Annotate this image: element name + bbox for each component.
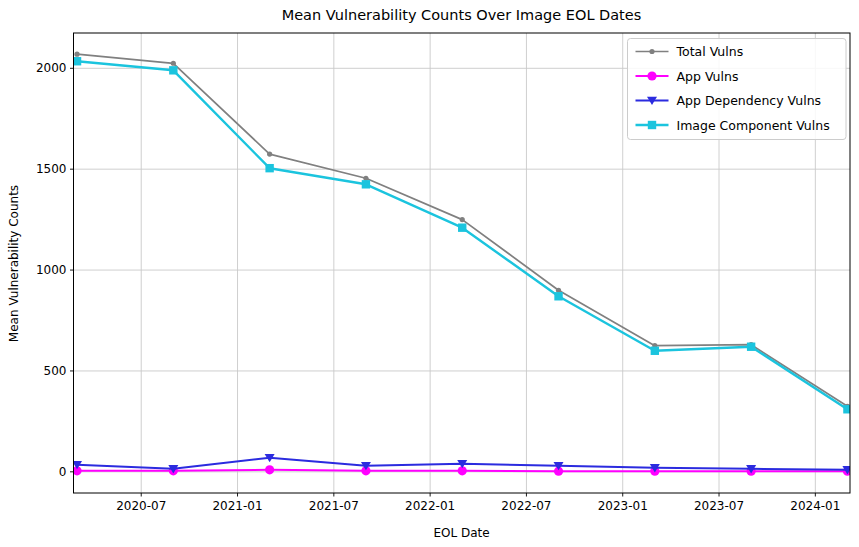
x-tick-label: 2023-01 (598, 499, 648, 513)
x-axis-label: EOL Date (73, 526, 850, 540)
marker-total-vulns (74, 52, 79, 57)
y-tick-label: 500 (44, 364, 67, 378)
y-tick-label: 1500 (36, 162, 67, 176)
x-tick-label: 2023-07 (694, 499, 744, 513)
marker-total-vulns (460, 217, 465, 222)
legend-square-icon (648, 121, 656, 129)
marker-image-component-vulns (362, 180, 370, 188)
x-tick-label: 2022-01 (405, 499, 455, 513)
legend-label: Total Vulns (676, 44, 744, 59)
x-tick-label: 2022-07 (501, 499, 551, 513)
marker-image-component-vulns (458, 223, 466, 231)
marker-image-component-vulns (651, 347, 659, 355)
marker-app-vulns (265, 465, 274, 474)
x-tick-label: 2021-07 (309, 499, 359, 513)
marker-image-component-vulns (169, 66, 177, 74)
plot-canvas: 0 500 1000 1500 2000 2020-07 2021-01 2021-07 202… (0, 0, 859, 547)
marker-total-vulns (363, 176, 368, 181)
legend-label: Image Component Vulns (677, 118, 830, 133)
marker-total-vulns (556, 288, 561, 293)
marker-image-component-vulns (747, 343, 755, 351)
marker-total-vulns (267, 151, 272, 156)
y-tick-label: 2000 (36, 61, 67, 75)
marker-total-vulns (171, 61, 176, 66)
y-tick-label: 1000 (36, 263, 67, 277)
legend-label: App Dependency Vulns (677, 93, 822, 108)
legend: Total Vulns App Vulns App Dependency Vulns… (628, 39, 847, 140)
x-tick-label: 2024-01 (790, 499, 840, 513)
marker-image-component-vulns (73, 57, 81, 65)
x-tick-label: 2021-01 (212, 499, 262, 513)
legend-circle-small-icon (649, 49, 654, 54)
marker-image-component-vulns (265, 164, 273, 172)
legend-label: App Vulns (677, 69, 739, 84)
x-tick-label: 2020-07 (116, 499, 166, 513)
chart: Mean Vulnerability Counts Over Image EOL… (0, 0, 859, 547)
y-tick-label: 0 (59, 465, 67, 479)
legend-circle-icon (647, 71, 656, 80)
marker-image-component-vulns (554, 292, 562, 300)
